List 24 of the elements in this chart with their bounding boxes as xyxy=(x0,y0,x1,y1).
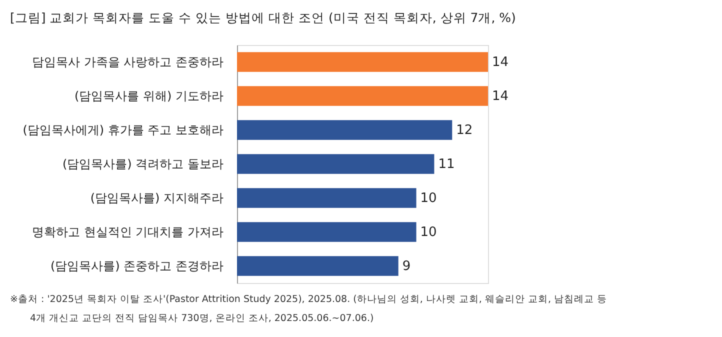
text: 4개 개신교 교단의 전직 담임목사 730명, 온라인 조사, 2025.05.06.~07.06.) xyxy=(30,313,374,324)
data-label: 9 xyxy=(402,259,411,274)
bar xyxy=(237,188,416,208)
bar xyxy=(237,256,398,276)
chart-title: [그림] 교회가 목회자를 도울 수 있는 방법에 대한 조언 (미국 전직 목회자, 상위 7개, %) xyxy=(10,10,516,25)
bar xyxy=(237,86,488,106)
y-tick-label: (담임목사를) 존중하고 존경하라 xyxy=(50,259,224,273)
data-label: 10 xyxy=(420,225,437,240)
data-label: 10 xyxy=(420,191,437,206)
bar xyxy=(237,52,488,72)
y-tick-label: 명확하고 현실적인 기대치를 가져라 xyxy=(32,225,224,239)
data-label: 14 xyxy=(492,89,509,104)
y-tick-label: (담임목사에게) 휴가를 주고 보호해라 xyxy=(22,123,224,137)
bar xyxy=(237,154,434,174)
data-label: 14 xyxy=(492,55,509,70)
y-tick-label: 담임목사 가족을 사랑하고 존중하라 xyxy=(32,55,224,69)
data-label: 12 xyxy=(456,123,473,138)
data-label: 11 xyxy=(438,157,455,172)
text: ※출처 : '2025년 목회자 이탈 조사'(Pastor Attrition Study 2025), 2025.08. (하나님의 성회, 나사렛 교회, 웨슬리안 교회, 남침례교 등 xyxy=(10,294,608,305)
y-tick-label: (담임목사를) 격려하고 돌보라 xyxy=(62,157,224,171)
y-tick-label: (담임목사를) 지지해주라 xyxy=(90,191,224,205)
y-tick-label: (담임목사를 위해) 기도하라 xyxy=(74,89,224,103)
bar xyxy=(237,120,452,140)
bar xyxy=(237,222,416,242)
